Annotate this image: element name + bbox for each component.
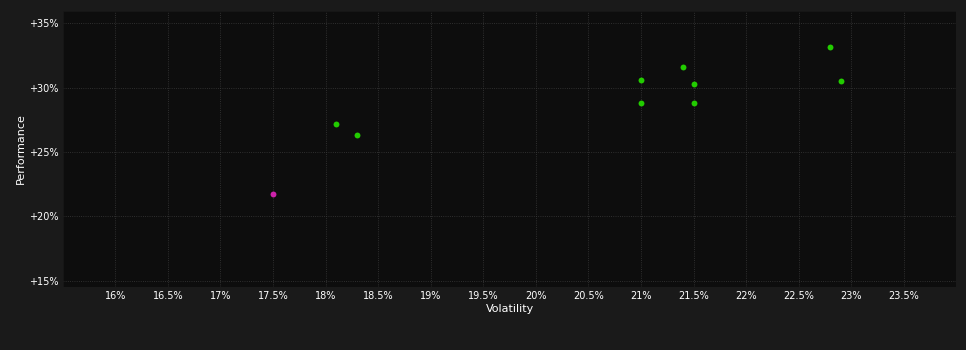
Point [686, 81, 701, 86]
Point [686, 100, 701, 106]
Point [328, 121, 344, 126]
Point [634, 100, 649, 106]
Point [833, 78, 848, 84]
Point [675, 64, 691, 70]
Point [634, 77, 649, 83]
Point [266, 191, 281, 197]
X-axis label: Volatility: Volatility [486, 304, 533, 314]
Point [350, 132, 365, 138]
Point [822, 44, 838, 49]
Y-axis label: Performance: Performance [16, 113, 26, 184]
